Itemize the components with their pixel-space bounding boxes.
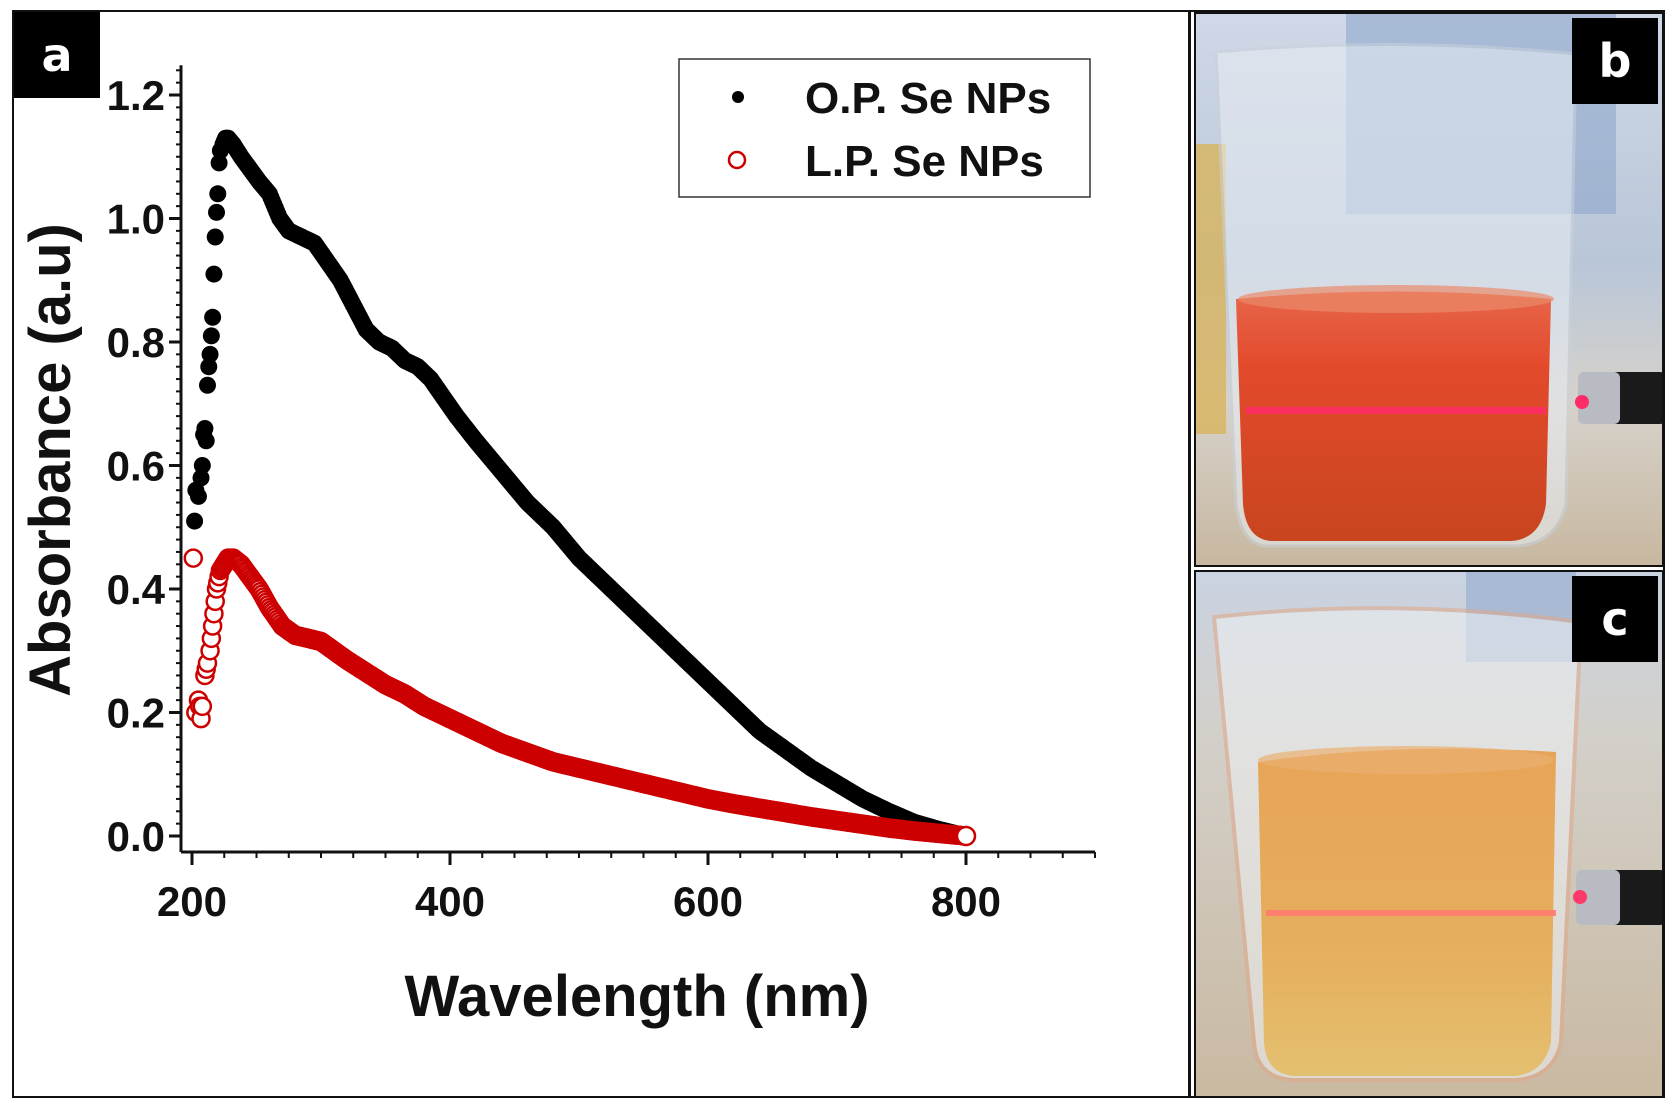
data-point-endpoint	[955, 825, 977, 847]
y-tick-label: 0.0	[107, 813, 165, 860]
y-axis-title: Absorbance (a.u)	[18, 223, 83, 697]
x-axis-title: Wavelength (nm)	[404, 964, 869, 1029]
laser-beam	[1246, 407, 1546, 414]
liquid-surface	[1258, 746, 1554, 774]
data-point	[192, 696, 213, 717]
laser-beam	[1266, 910, 1556, 916]
x-tick-label: 200	[157, 878, 227, 925]
data-point	[196, 419, 214, 437]
panel-label-b: b	[1572, 18, 1658, 104]
data-point	[193, 457, 211, 474]
data-point	[197, 432, 215, 450]
legend-marker-op	[732, 91, 744, 103]
series-op-se-nps	[186, 129, 975, 845]
data-point	[210, 154, 228, 172]
data-point	[198, 376, 216, 394]
panel-label-a: a	[14, 12, 100, 98]
beaker-liquid	[1236, 291, 1551, 541]
figure-frame	[12, 10, 1665, 1098]
data-point	[204, 308, 222, 326]
data-point	[201, 345, 219, 363]
data-point	[205, 265, 223, 283]
data-point	[189, 487, 207, 505]
chart-legend: O.P. Se NPs L.P. Se NPs	[678, 58, 1091, 198]
beaker-photo-amber	[1196, 572, 1662, 1096]
y-tick-label: 0.4	[107, 566, 166, 613]
absorbance-chart: 0.0 0.2 0.4 0.6 0.8 1.0 1.2 200 400 600 800 O.P. S…	[18, 58, 1096, 1029]
laser-pointer	[1575, 372, 1662, 424]
y-tick-label: 1.0	[107, 196, 165, 243]
y-tick-label: 1.2	[107, 72, 165, 119]
y-tick-label: 0.2	[107, 690, 165, 737]
data-point	[186, 512, 204, 530]
x-tick-label: 800	[931, 878, 1001, 925]
liquid-surface	[1238, 285, 1554, 313]
laser-pointer	[1573, 870, 1662, 925]
beaker-photo-red	[1196, 14, 1662, 565]
data-point	[202, 327, 220, 345]
x-tick-label: 400	[415, 878, 485, 925]
data-point	[209, 185, 227, 203]
series-lp-se-nps	[183, 548, 976, 846]
chart-axes: 0.0 0.2 0.4 0.6 0.8 1.0 1.2 200 400 600 800	[107, 65, 1096, 925]
panel-divider	[1188, 10, 1191, 1098]
photo-panel-c: c	[1194, 570, 1664, 1098]
y-tick-label: 0.8	[107, 319, 165, 366]
data-point	[200, 358, 218, 376]
data-point	[192, 469, 210, 487]
legend-label-lp: L.P. Se NPs	[805, 137, 1044, 186]
photo-panel-b: b	[1194, 12, 1664, 567]
legend-label-op: O.P. Se NPs	[805, 74, 1051, 123]
panel-label-c: c	[1572, 576, 1658, 662]
legend-box	[678, 58, 1091, 198]
data-point	[206, 228, 224, 246]
x-tick-label: 600	[673, 878, 743, 925]
data-point	[183, 548, 204, 568]
data-point	[208, 203, 226, 221]
legend-marker-lp	[727, 150, 747, 170]
chart-series-layer	[183, 129, 977, 847]
y-tick-label: 0.6	[107, 443, 165, 490]
